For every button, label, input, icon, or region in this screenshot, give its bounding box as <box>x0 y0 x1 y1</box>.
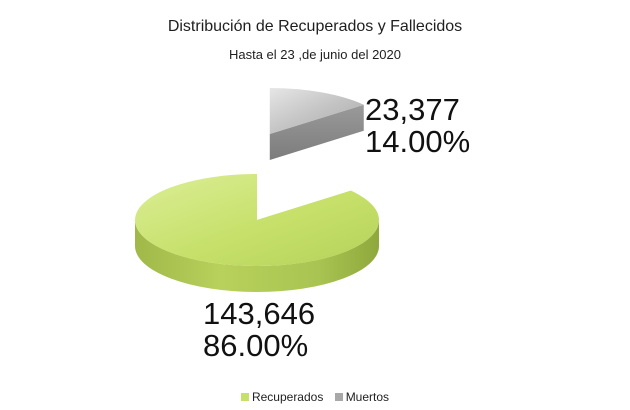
legend-label-muertos: Muertos <box>345 390 390 404</box>
data-label-recuperados: 143,646 86.00% <box>203 298 315 362</box>
data-label-recuperados-value: 143,646 <box>203 296 316 331</box>
slice-recuperados <box>135 174 379 266</box>
chart-title: Distribución de Recuperados y Fallecidos <box>167 18 463 35</box>
legend-swatch-muertos <box>334 392 343 401</box>
legend-item-recuperados[interactable]: Recuperados <box>240 390 324 404</box>
slice-muertos <box>269 88 364 135</box>
legend-item-muertos[interactable]: Muertos <box>334 390 390 404</box>
data-label-muertos-percent: 14.00% <box>365 124 471 159</box>
legend-swatch-recuperados <box>240 392 249 401</box>
data-label-recuperados-percent: 86.00% <box>203 328 309 363</box>
legend: Recuperados Muertos <box>0 390 630 404</box>
data-label-muertos: 23,377 14.00% <box>365 94 470 158</box>
chart-subtitle: Hasta el 23 ,de junio del 2020 <box>228 47 401 62</box>
slice-muertos-wall <box>269 104 364 161</box>
slice-recuperados-side <box>135 220 379 292</box>
data-label-muertos-value: 23,377 <box>365 92 460 127</box>
legend-label-recuperados: Recuperados <box>251 390 324 404</box>
